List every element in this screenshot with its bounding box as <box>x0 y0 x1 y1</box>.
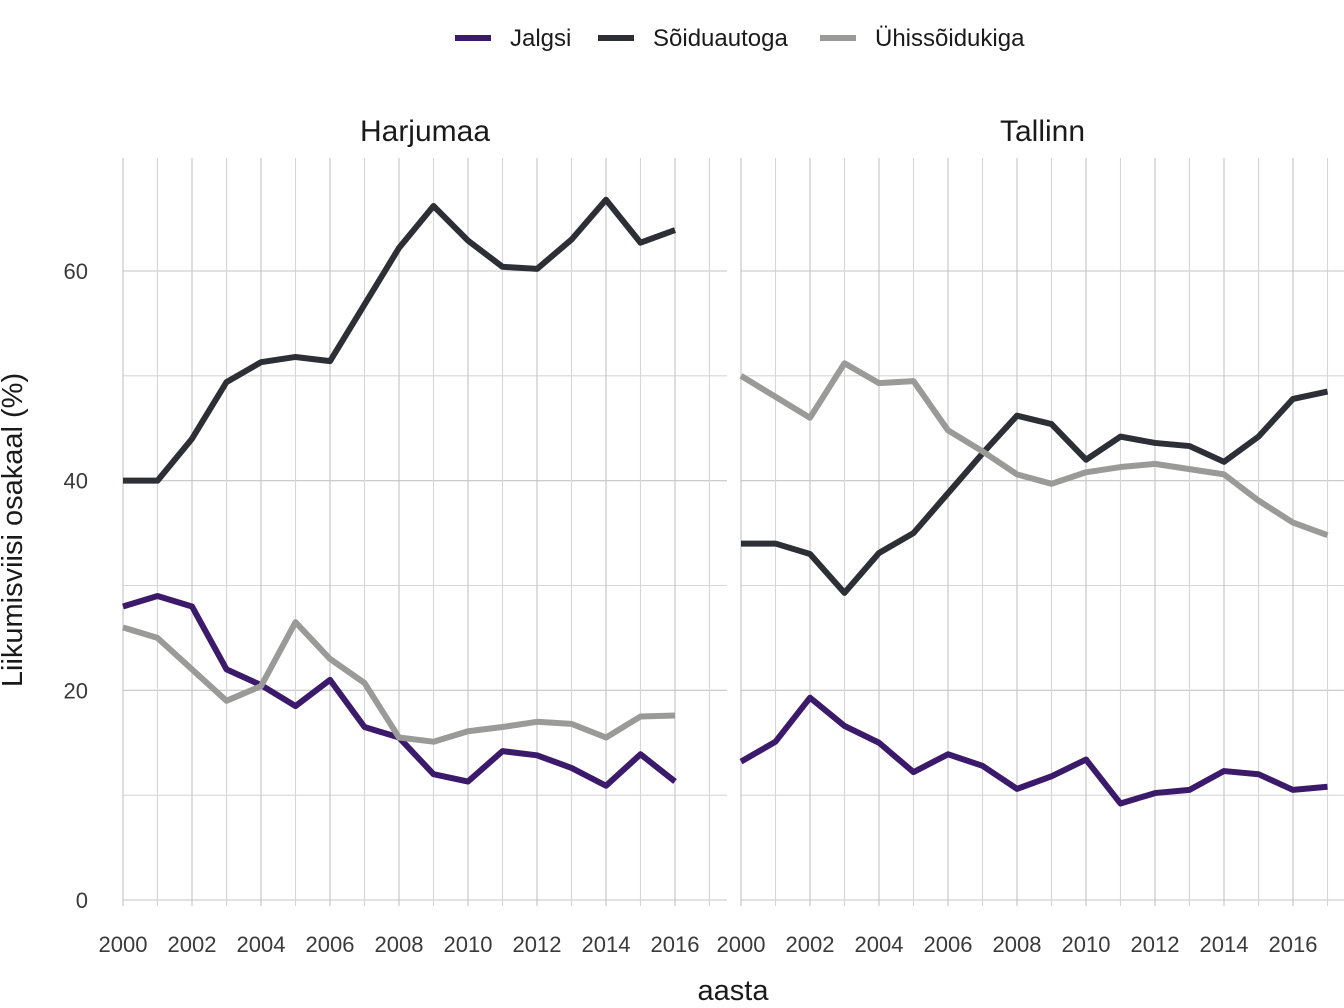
legend: Jalgsi Sõiduautoga Ühissõidukiga <box>455 25 1025 52</box>
panel-tallinn: Tallinn 2000 2002 2004 2006 2008 2010 2012 2014 2… <box>717 115 1344 957</box>
y-tick-label: 60 <box>64 259 88 284</box>
legend-label-uhissoidukiga: Ühissõidukiga <box>875 25 1025 52</box>
x-tick-label: 2006 <box>924 932 973 957</box>
x-tick-label: 2010 <box>1062 932 1111 957</box>
x-tick-label: 2004 <box>855 932 904 957</box>
x-tick-label: 2000 <box>717 932 766 957</box>
legend-label-soiduautoga: Sõiduautoga <box>653 25 788 52</box>
legend-label-jalgsi: Jalgsi <box>510 25 571 52</box>
x-tick-label: 2008 <box>375 932 424 957</box>
panel-title: Harjumaa <box>360 115 490 148</box>
x-tick-label: 2010 <box>444 932 493 957</box>
x-tick-label: 2008 <box>993 932 1042 957</box>
x-tick-label: 2006 <box>306 932 355 957</box>
series-line-uhissoidukiga-tallinn <box>739 360 1329 538</box>
series-line-jalgsi-tallinn <box>739 694 1328 807</box>
x-tick-label: 2002 <box>168 932 217 957</box>
panel-title: Tallinn <box>1000 115 1085 148</box>
y-tick-label: 40 <box>64 469 88 494</box>
chart-panels: Harjumaa 2000 2002 2004 2006 2008 2010 2012 2014… <box>64 115 1344 957</box>
x-tick-label: 2012 <box>513 932 562 957</box>
series-line-soiduautoga-tallinn <box>741 388 1329 596</box>
y-axis-title: Liikumisviisi osakaal (%) <box>0 373 29 687</box>
x-tick-label: 2016 <box>651 932 700 957</box>
y-tick-label: 0 <box>76 888 88 913</box>
y-tick-label: 20 <box>64 678 88 703</box>
x-tick-label: 2012 <box>1131 932 1180 957</box>
x-tick-label: 2002 <box>786 932 835 957</box>
x-tick-label: 2016 <box>1269 932 1318 957</box>
x-tick-label: 2014 <box>1200 932 1249 957</box>
panel-harjumaa: Harjumaa 2000 2002 2004 2006 2008 2010 2012 2014… <box>64 115 727 957</box>
x-tick-label: 2014 <box>582 932 631 957</box>
x-tick-label: 2000 <box>99 932 148 957</box>
x-tick-label: 2004 <box>237 932 286 957</box>
x-axis-title: aasta <box>698 975 770 1007</box>
